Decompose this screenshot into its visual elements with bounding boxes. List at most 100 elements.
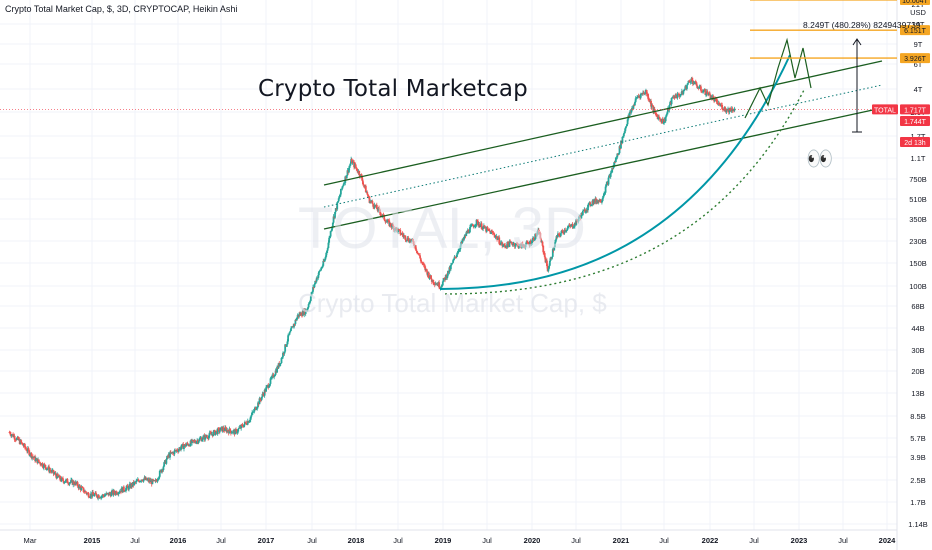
candle-body	[43, 464, 46, 466]
y-tick-label: 150B	[909, 259, 927, 268]
candle-body	[371, 201, 374, 204]
candle-body	[308, 302, 311, 305]
candle-body	[255, 408, 258, 410]
candle-body	[383, 214, 386, 220]
candle-body	[441, 281, 444, 286]
candle-body	[23, 443, 26, 448]
candle-body	[83, 491, 86, 493]
candle-body	[195, 441, 198, 444]
measure-arrowhead	[852, 38, 862, 46]
candle-body	[580, 212, 583, 219]
candle-body	[309, 300, 311, 303]
candle-body	[607, 177, 610, 185]
candle-body	[572, 227, 575, 229]
candle-body	[584, 209, 586, 213]
candle-body	[625, 124, 628, 127]
candle-body	[151, 479, 154, 485]
candle-body	[428, 277, 431, 279]
candle-body	[29, 455, 31, 456]
candle-body	[361, 176, 364, 181]
symbol-header[interactable]: Crypto Total Market Cap, $, 3D, CRYPTOCA…	[5, 4, 238, 14]
candle-body	[490, 231, 493, 234]
x-tick-label: 2016	[170, 536, 187, 545]
candle-body	[68, 482, 71, 485]
candle-body	[524, 244, 527, 248]
candle-body	[647, 98, 650, 101]
candle-body	[290, 328, 292, 331]
candle-body	[104, 494, 107, 496]
candle-body	[694, 81, 697, 83]
candle-body	[673, 97, 676, 99]
x-tick-label: Jul	[838, 536, 848, 545]
candle-body	[525, 241, 528, 245]
candle-body	[194, 440, 196, 443]
candle-body	[66, 478, 69, 483]
price-label-bg	[900, 25, 930, 36]
candle-body	[457, 250, 460, 254]
candle-body	[283, 351, 286, 354]
candle-body	[555, 236, 558, 240]
candle-body	[206, 436, 209, 439]
candle-body	[601, 197, 604, 202]
candle-body	[694, 81, 696, 85]
y-tick-label: 9T	[914, 40, 923, 49]
candle-body	[80, 487, 83, 490]
y-tick-label: 2.5B	[910, 476, 925, 485]
candle-body	[252, 411, 255, 413]
candle-body	[17, 436, 20, 441]
candle-body	[329, 231, 332, 237]
candle-body	[251, 412, 254, 415]
channel-lower-line	[323, 107, 883, 230]
candle-body	[268, 386, 270, 388]
candle-body	[491, 231, 494, 234]
y-tick-label: 6T	[914, 60, 923, 69]
candle-body	[290, 327, 293, 329]
candle-body	[698, 86, 701, 89]
candle-body	[28, 450, 31, 456]
candle-body	[666, 112, 669, 115]
candle-body	[38, 461, 41, 463]
candle-body	[369, 201, 372, 203]
candle-body	[468, 232, 471, 234]
candle-body	[540, 238, 542, 243]
candle-body	[733, 108, 736, 111]
candle-body	[281, 357, 284, 359]
candle-body	[514, 245, 517, 247]
candle-body	[722, 109, 724, 111]
x-tick-label: Jul	[571, 536, 581, 545]
parabolic-curve	[439, 54, 791, 290]
candle-body	[118, 492, 121, 493]
candle-body	[224, 427, 227, 429]
candle-body	[204, 435, 207, 440]
candle-body	[526, 242, 529, 244]
candle-body	[110, 492, 113, 497]
candle-body	[64, 481, 67, 483]
candle-body	[244, 421, 247, 423]
candle-body	[618, 146, 621, 154]
candle-body	[315, 277, 318, 282]
candle-body	[632, 104, 635, 109]
candle-body	[337, 198, 340, 202]
candle-body	[293, 323, 296, 325]
candle-body	[115, 491, 118, 495]
candle-body	[662, 122, 665, 124]
candle-body	[31, 456, 34, 458]
candle-body	[716, 103, 719, 105]
candle-body	[600, 202, 603, 203]
candle-body	[334, 211, 336, 218]
candle-body	[656, 114, 658, 116]
candle-body	[450, 263, 453, 266]
candle-body	[394, 227, 397, 231]
candle-body	[327, 242, 330, 249]
candle-body	[626, 119, 629, 125]
annotation-title[interactable]: Crypto Total Marketcap	[258, 76, 528, 102]
candle-body	[214, 432, 217, 435]
candle-body	[39, 462, 42, 465]
candle-body	[628, 115, 630, 117]
candle-body	[603, 192, 606, 194]
candle-body	[508, 241, 511, 247]
candle-body	[13, 435, 16, 440]
candle-body	[259, 398, 262, 400]
candle-body	[576, 219, 578, 221]
candle-body	[332, 216, 335, 223]
